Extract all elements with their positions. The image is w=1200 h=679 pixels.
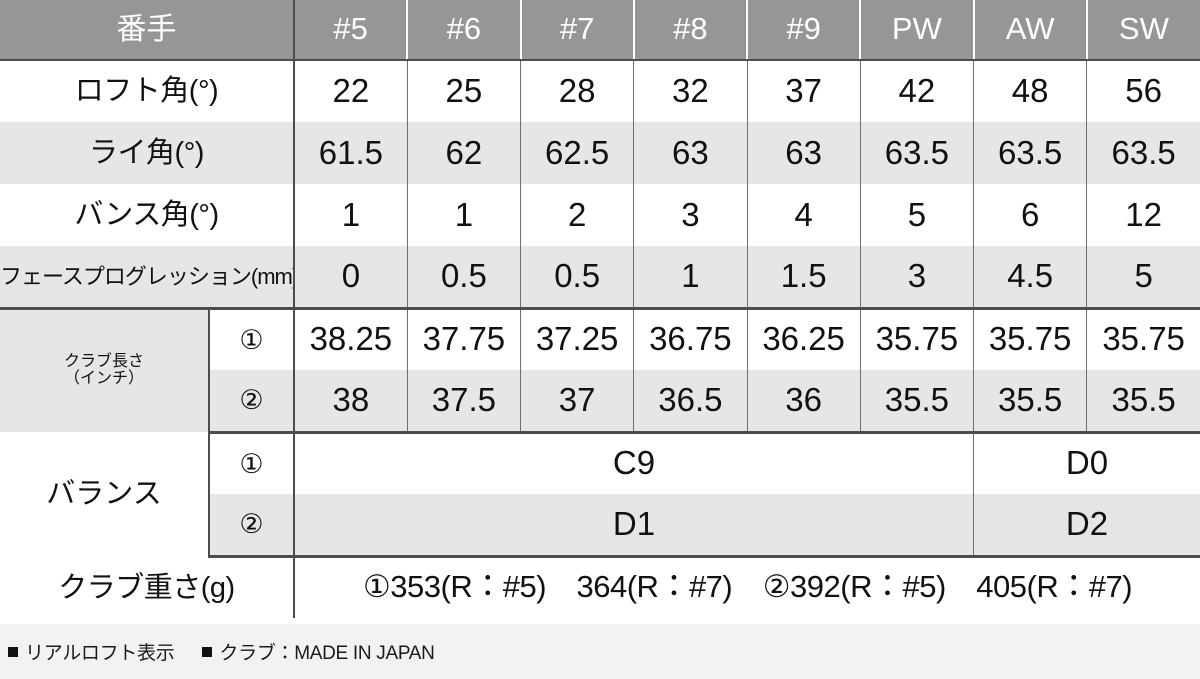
sub-label-length-option-1: ① [209,308,295,370]
cell-length1-9: 36.25 [747,308,861,370]
footnotes-bar: リアルロフト表示 クラブ：MADE IN JAPAN [0,624,1200,679]
cell-fp-aw: 4.5 [973,246,1088,310]
cell-club-weight-value: ①353(R：#5) 364(R：#7) ②392(R：#5) 405(R：#7… [362,569,1133,605]
table-row-bounce-angle: バンス角(°) 1 1 2 3 4 5 6 12 [0,184,1200,246]
table-row-loft-angle: ロフト角(°) 22 25 28 32 37 42 48 56 [0,60,1200,122]
cell-loft-aw: 48 [973,60,1088,122]
cell-bounce-pw: 5 [860,184,975,246]
cell-fp-6: 0.5 [407,246,522,310]
footnote-text-made-in-japan: クラブ：MADE IN JAPAN [219,643,435,664]
club-spec-table: 番手 #5 #6 #7 #8 #9 PW AW SW ロフト角(°) 22 25… [0,0,1200,618]
header-cell-club-6: #6 [407,0,522,61]
table-row-club-weight: クラブ重さ(g) ①353(R：#5) 364(R：#7) ②392(R：#5)… [0,556,1200,618]
header-cell-club-5: #5 [294,0,409,61]
cell-bounce-aw: 6 [973,184,1088,246]
cell-length2-sw: 35.5 [1086,370,1200,434]
cell-length1-sw: 35.75 [1102,320,1185,358]
cell-length2-8: 36.5 [633,370,748,434]
cell-length1-6: 37.75 [407,308,522,370]
footnote-item-made-in-japan: クラブ：MADE IN JAPAN [202,638,435,665]
footnote-text-real-loft: リアルロフト表示 [25,643,175,664]
cell-length1-7: 37.25 [520,308,635,370]
cell-balance2-right: D2 [973,494,1200,558]
header-cell-label: 番手 [0,0,295,61]
cell-loft-pw: 42 [860,60,975,122]
sub-label-length-option-2: ② [209,370,295,434]
cell-fp-9: 1.5 [747,246,861,310]
row-label-lie-angle: ライ角(°) [0,122,295,184]
cell-fp-5: 0 [294,246,408,310]
table-row-lie-angle: ライ角(°) 61.5 62 62.5 63 63 63.5 63.5 63.5 [0,122,1200,184]
table-row-balance-1: バランス ① C9 D0 [0,432,1200,556]
cell-length2-7: 37 [520,370,635,434]
cell-lie-sw: 63.5 [1111,133,1176,171]
cell-length2-5: 38 [294,370,408,434]
cell-bounce-5: 1 [294,184,408,246]
cell-bounce-sw: 12 [1125,195,1162,233]
cell-lie-6: 62 [407,122,522,184]
cell-balance2-left: D1 [294,494,974,558]
square-bullet-icon [8,646,18,657]
cell-length1-8: 36.75 [633,308,748,370]
cell-loft-6: 25 [407,60,522,122]
cell-loft-9: 37 [747,60,861,122]
cell-length2-6: 37.5 [407,370,522,434]
cell-lie-5: 61.5 [294,122,408,184]
cell-balance1-left: C9 [294,432,974,494]
header-cell-club-pw: PW [860,0,975,61]
header-cell-club-9: #9 [747,0,862,61]
cell-fp-7: 0.5 [520,246,635,310]
cell-loft-sw: 56 [1125,72,1162,110]
table-row-club-length-2: ② 38 37.5 37 36.5 36 35.5 35.5 35.5 [0,370,1200,434]
sub-label-balance-option-2: ② [209,494,295,558]
cell-loft-8: 32 [633,60,748,122]
club-length-label-line2: （インチ） [63,369,144,387]
cell-lie-pw: 63.5 [860,122,975,184]
cell-length1-aw: 35.75 [973,308,1088,370]
cell-bounce-6: 1 [407,184,522,246]
cell-length2-aw: 35.5 [973,370,1088,434]
sub-label-balance-option-1: ① [209,432,295,494]
cell-length1-5: 38.25 [294,308,408,370]
cell-loft-5: 22 [294,60,408,122]
cell-lie-8: 63 [633,122,748,184]
header-cell-club-8: #8 [633,0,749,61]
square-bullet-icon [202,646,213,657]
header-cell-club-7: #7 [520,0,635,61]
cell-lie-7: 62.5 [520,122,635,184]
cell-length1-pw: 35.75 [860,308,975,370]
row-label-club-weight: クラブ重さ(g) [0,556,295,618]
club-length-label-line1: クラブ長さ [63,352,144,370]
row-label-bounce-angle: バンス角(°) [0,184,295,246]
row-label-club-length: クラブ長さ （インチ） [0,308,210,432]
cell-bounce-9: 4 [747,184,861,246]
cell-fp-pw: 3 [860,246,975,310]
cell-fp-8: 1 [633,246,748,310]
cell-bounce-8: 3 [633,184,748,246]
header-cell-club-sw: SW [1086,0,1200,61]
cell-length2-pw: 35.5 [860,370,975,434]
cell-lie-aw: 63.5 [973,122,1088,184]
cell-balance1-right: D0 [1065,444,1109,482]
cell-lie-9: 63 [747,122,861,184]
cell-fp-sw: 5 [1086,246,1200,310]
header-cell-club-aw: AW [973,0,1088,61]
cell-loft-7: 28 [520,60,635,122]
cell-length2-9: 36 [747,370,861,434]
table-row-face-progression: フェースプログレッション(mm) 0 0.5 0.5 1 1.5 3 4.5 5 [0,246,1200,310]
footnote-item-real-loft: リアルロフト表示 [8,638,175,665]
cell-bounce-7: 2 [520,184,635,246]
table-header-row: 番手 #5 #6 #7 #8 #9 PW AW SW [0,0,1200,61]
row-label-face-progression: フェースプログレッション(mm) [0,246,295,310]
table-row-club-length-1: クラブ長さ （インチ） ① 38.25 37.75 37.25 36.75 36… [0,308,1200,432]
row-label-balance: バランス [0,432,210,556]
row-label-loft-angle: ロフト角(°) [0,60,295,122]
